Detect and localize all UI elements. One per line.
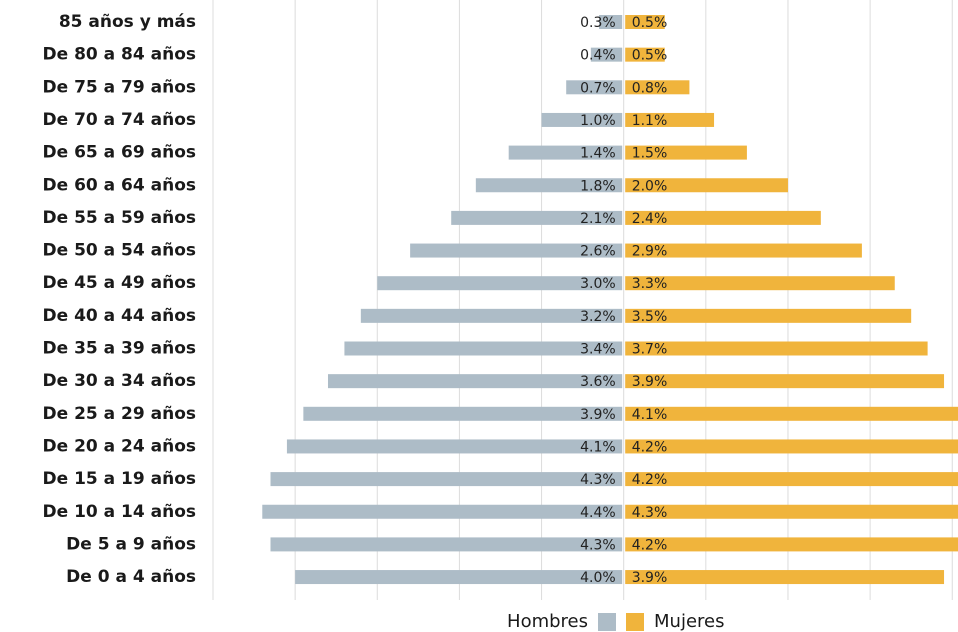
category-label: De 5 a 9 años bbox=[66, 534, 196, 554]
bar bbox=[270, 472, 623, 487]
bar bbox=[625, 537, 958, 552]
value-label: 0.5% bbox=[632, 15, 668, 31]
value-label: 3.4% bbox=[580, 342, 616, 358]
category-label: 85 años y más bbox=[59, 12, 196, 32]
category-label: De 50 a 54 años bbox=[43, 241, 196, 261]
category-label: De 25 a 29 años bbox=[43, 404, 196, 424]
bar bbox=[475, 178, 623, 193]
bar bbox=[508, 145, 623, 160]
value-label: 4.0% bbox=[580, 570, 616, 586]
category-label: De 35 a 39 años bbox=[43, 339, 196, 359]
category-label: De 60 a 64 años bbox=[43, 175, 196, 195]
bar bbox=[625, 374, 945, 389]
value-label: 0.5% bbox=[632, 48, 668, 64]
category-label: De 45 a 49 años bbox=[43, 273, 196, 293]
bar bbox=[262, 504, 623, 519]
bar bbox=[625, 145, 747, 160]
category-label: De 30 a 34 años bbox=[43, 371, 196, 391]
bar bbox=[625, 472, 958, 487]
legend-label: Mujeres bbox=[654, 611, 724, 632]
value-label: 1.8% bbox=[580, 178, 616, 194]
value-label: 3.6% bbox=[580, 374, 616, 390]
value-label: 4.2% bbox=[632, 537, 668, 553]
bar bbox=[625, 308, 912, 323]
bar bbox=[360, 308, 623, 323]
bar bbox=[599, 15, 623, 29]
bar bbox=[410, 243, 623, 258]
category-label: De 0 a 4 años bbox=[66, 567, 196, 587]
value-label: 2.0% bbox=[632, 178, 668, 194]
bar bbox=[625, 112, 715, 127]
bar bbox=[541, 112, 623, 127]
bar bbox=[590, 47, 623, 62]
value-label: 3.0% bbox=[580, 276, 616, 292]
value-label: 4.3% bbox=[632, 505, 668, 521]
bar bbox=[625, 341, 928, 356]
value-label: 4.1% bbox=[580, 439, 616, 455]
value-label: 4.2% bbox=[632, 439, 668, 455]
value-label: 2.6% bbox=[580, 244, 616, 260]
bar bbox=[270, 537, 623, 552]
value-label: 0.7% bbox=[580, 80, 616, 96]
value-label: 4.1% bbox=[632, 407, 668, 423]
value-label: 1.0% bbox=[580, 113, 616, 129]
category-label: De 75 a 79 años bbox=[43, 77, 196, 97]
value-label: 2.1% bbox=[580, 211, 616, 227]
value-label: 4.2% bbox=[632, 472, 668, 488]
bar bbox=[625, 439, 958, 454]
category-label: De 70 a 74 años bbox=[43, 110, 196, 130]
value-label: 4.4% bbox=[580, 505, 616, 521]
bar bbox=[327, 374, 623, 389]
category-label: De 10 a 14 años bbox=[43, 502, 196, 522]
value-label: 0.3% bbox=[580, 15, 616, 31]
bar bbox=[625, 276, 895, 291]
value-label: 3.7% bbox=[632, 342, 668, 358]
bar bbox=[625, 243, 862, 258]
bar bbox=[286, 439, 623, 454]
value-label: 0.4% bbox=[580, 48, 616, 64]
bar bbox=[625, 15, 665, 29]
value-label: 1.1% bbox=[632, 113, 668, 129]
value-label: 3.3% bbox=[632, 276, 668, 292]
value-label: 3.9% bbox=[632, 374, 668, 390]
category-label: De 80 a 84 años bbox=[43, 45, 196, 65]
value-label: 3.5% bbox=[632, 309, 668, 325]
category-label: De 65 a 69 años bbox=[43, 143, 196, 163]
bar bbox=[303, 406, 623, 421]
bar bbox=[377, 276, 623, 291]
category-label: De 55 a 59 años bbox=[43, 208, 196, 228]
legend-label: Hombres bbox=[507, 611, 588, 632]
value-label: 3.9% bbox=[580, 407, 616, 423]
category-label: De 20 a 24 años bbox=[43, 436, 196, 456]
value-label: 4.3% bbox=[580, 537, 616, 553]
value-label: 2.4% bbox=[632, 211, 668, 227]
bar bbox=[625, 47, 665, 62]
value-label: 1.4% bbox=[580, 146, 616, 162]
bar bbox=[566, 80, 623, 95]
bar bbox=[625, 504, 958, 519]
category-label: De 15 a 19 años bbox=[43, 469, 196, 489]
bar bbox=[451, 210, 623, 225]
value-label: 3.9% bbox=[632, 570, 668, 586]
value-label: 3.2% bbox=[580, 309, 616, 325]
legend-swatch bbox=[626, 613, 644, 631]
legend-swatch bbox=[598, 613, 616, 631]
bar bbox=[625, 80, 690, 95]
bar bbox=[625, 210, 821, 225]
value-label: 2.9% bbox=[632, 244, 668, 260]
bar bbox=[625, 406, 958, 421]
bar bbox=[625, 178, 788, 193]
bar bbox=[295, 570, 623, 585]
bar bbox=[344, 341, 623, 356]
value-label: 4.3% bbox=[580, 472, 616, 488]
value-label: 0.8% bbox=[632, 80, 668, 96]
value-label: 1.5% bbox=[632, 146, 668, 162]
bar bbox=[625, 570, 945, 585]
category-label: De 40 a 44 años bbox=[43, 306, 196, 326]
